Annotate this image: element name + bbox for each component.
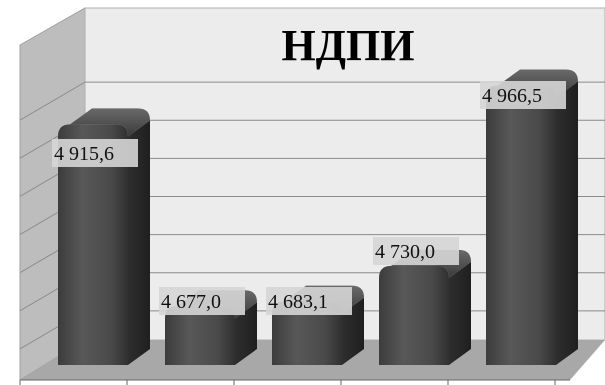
data-label: 4 915,6	[52, 139, 138, 167]
data-label: 4 966,5	[480, 81, 566, 109]
data-label-bg	[373, 237, 459, 265]
chart-title: НДПИ	[282, 21, 415, 70]
bar-side	[128, 120, 150, 365]
bar	[379, 265, 449, 365]
data-label-bg	[159, 287, 245, 315]
bar	[58, 124, 128, 365]
data-label-bg	[266, 287, 352, 315]
data-label-text: 4 730,0	[375, 241, 435, 263]
bar	[165, 306, 235, 365]
bar	[486, 85, 556, 365]
data-label-text: 4 915,6	[54, 143, 114, 165]
data-label-text: 4 677,0	[161, 291, 221, 313]
bar-side	[235, 302, 257, 365]
bar-side	[556, 81, 578, 365]
data-label: 4 677,0	[159, 287, 245, 315]
bar-top	[70, 108, 150, 137]
data-label-bg	[480, 81, 566, 109]
data-label: 4 683,1	[266, 287, 352, 315]
data-label-bg	[52, 139, 138, 167]
data-label-text: 4 966,5	[482, 85, 542, 107]
bar	[272, 301, 342, 365]
data-label-text: 4 683,1	[268, 291, 328, 313]
data-labels: 4 915,6 4 677,0 4 683,1 4 730,0 4 966,5	[52, 81, 566, 315]
side-gridline	[19, 81, 86, 121]
data-label: 4 730,0	[373, 237, 459, 265]
bar-side	[449, 261, 471, 365]
